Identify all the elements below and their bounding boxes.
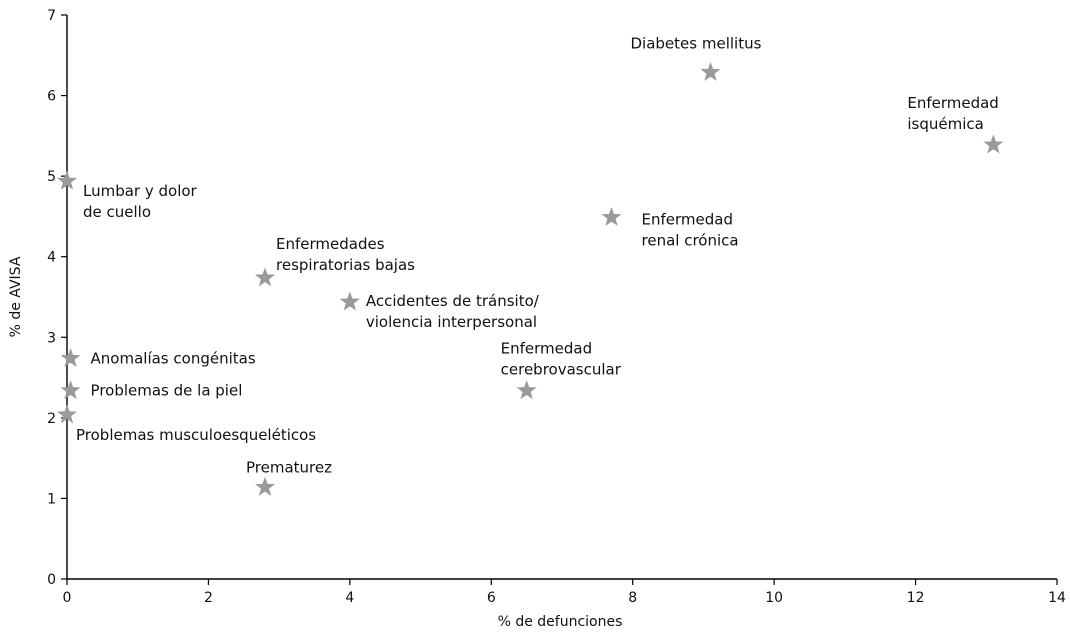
data-point-star xyxy=(255,267,275,287)
data-point-label: Prematurez xyxy=(246,458,332,476)
data-point-label: Enfermedad renal crónica xyxy=(642,210,739,249)
data-point-label-line: respiratorias bajas xyxy=(276,256,415,274)
data-point-star xyxy=(60,347,81,367)
y-tick-label: 1 xyxy=(47,491,56,507)
data-point-star xyxy=(601,206,622,226)
x-tick-label: 2 xyxy=(204,590,213,606)
data-point-label-line: Problemas de la piel xyxy=(91,382,243,400)
data-point-star xyxy=(57,170,77,190)
data-point-label-line: Lumbar y dolor xyxy=(83,182,198,200)
x-tick-label: 6 xyxy=(487,590,496,606)
data-point-label: Diabetes mellitus xyxy=(631,34,762,52)
data-point-label-line: Accidentes de tránsito/ xyxy=(366,292,540,310)
y-tick-label: 6 xyxy=(47,89,56,105)
data-point-label: Lumbar y dolor de cuello xyxy=(83,182,198,221)
data-point-star xyxy=(516,380,537,400)
y-tick-label: 7 xyxy=(47,8,56,24)
x-tick-label: 14 xyxy=(1048,590,1066,606)
data-point-label-line: Anomalías congénitas xyxy=(91,349,256,367)
data-point-label: Problemas musculoesqueléticos xyxy=(76,426,316,444)
data-point-label-line: renal crónica xyxy=(642,231,739,249)
data-point-star xyxy=(57,404,77,424)
data-point-label: Accidentes de tránsito/violencia interpe… xyxy=(366,292,540,331)
data-point-label-line: violencia interpersonal xyxy=(366,313,537,331)
data-point-label: Enfermedad cerebrovascular xyxy=(501,340,622,379)
data-point-label-line: isquémica xyxy=(907,115,983,133)
y-tick-label: 3 xyxy=(47,330,56,346)
data-point-label-line: Enfermedad xyxy=(642,210,733,228)
data-point-label: Enfermedades respiratorias bajas xyxy=(276,235,415,274)
data-point-label: Enfermedad isquémica xyxy=(907,94,998,133)
x-tick-label: 10 xyxy=(765,590,783,606)
data-point-label-line: Diabetes mellitus xyxy=(631,34,762,52)
data-point-label-line: Enfermedad xyxy=(907,94,998,112)
data-point-label-line: Prematurez xyxy=(246,458,332,476)
data-point-label-line: cerebrovascular xyxy=(501,361,622,379)
data-point-label: Problemas de la piel xyxy=(91,382,243,400)
y-tick-label: 5 xyxy=(47,169,56,185)
x-tick-label: 8 xyxy=(628,590,637,606)
data-point-star xyxy=(339,291,360,311)
y-tick-label: 4 xyxy=(47,250,56,266)
data-point-label-line: Problemas musculoesqueléticos xyxy=(76,426,316,444)
data-point-label-line: de cuello xyxy=(83,203,151,221)
x-tick-label: 0 xyxy=(63,590,72,606)
point-labels: Diabetes mellitus Enfermedad isquémica Lumb… xyxy=(76,34,999,476)
y-axis-title: % de AVISA xyxy=(8,256,24,337)
data-point-star xyxy=(255,476,275,496)
data-point-star xyxy=(983,134,1004,154)
data-point-star xyxy=(60,380,81,400)
data-point-label-line: Enfermedad xyxy=(501,340,592,358)
x-axis-title: % de defunciones xyxy=(498,614,623,630)
data-point-star xyxy=(700,61,721,81)
x-tick-label: 4 xyxy=(345,590,354,606)
x-tick-label: 12 xyxy=(907,590,925,606)
y-tick-label: 2 xyxy=(47,411,56,427)
y-tick-label: 0 xyxy=(47,572,56,588)
data-point-label: Anomalías congénitas xyxy=(91,349,256,367)
data-points xyxy=(57,61,1004,496)
data-point-label-line: Enfermedades xyxy=(276,235,385,253)
